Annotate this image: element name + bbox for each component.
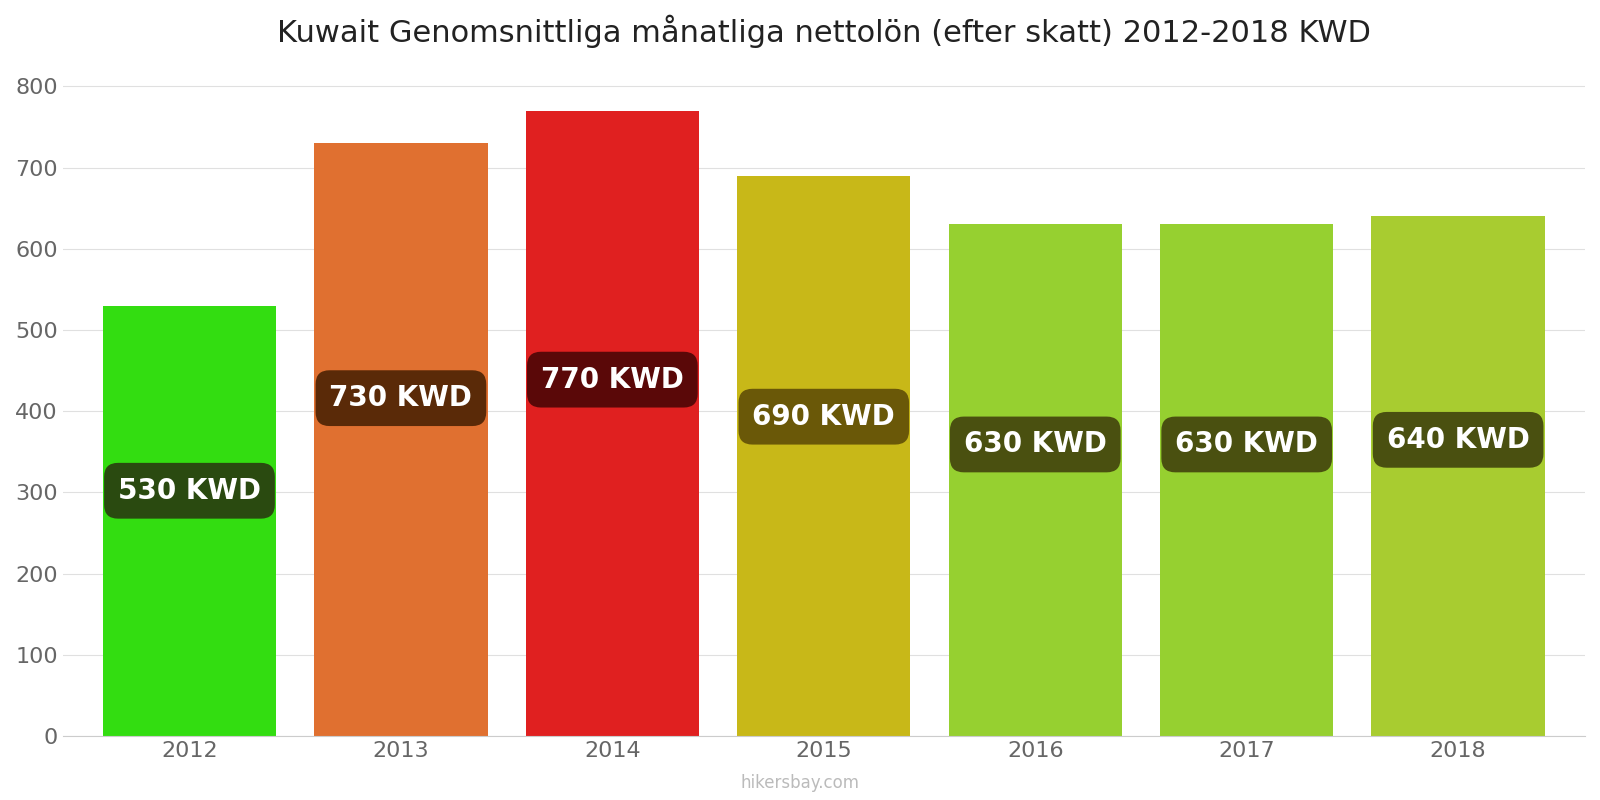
Text: 770 KWD: 770 KWD <box>541 366 683 394</box>
Title: Kuwait Genomsnittliga månatliga nettolön (efter skatt) 2012-2018 KWD: Kuwait Genomsnittliga månatliga nettolön… <box>277 15 1371 48</box>
Bar <box>1160 225 1333 736</box>
Text: 640 KWD: 640 KWD <box>1387 426 1530 454</box>
Bar <box>949 225 1122 736</box>
Text: 530 KWD: 530 KWD <box>118 477 261 505</box>
Text: 690 KWD: 690 KWD <box>752 402 894 430</box>
Bar <box>102 306 277 736</box>
Bar <box>738 176 910 736</box>
Text: 630 KWD: 630 KWD <box>963 430 1107 458</box>
Bar <box>314 143 488 736</box>
Bar <box>526 110 699 736</box>
Bar <box>1371 216 1546 736</box>
Text: hikersbay.com: hikersbay.com <box>741 774 859 792</box>
Text: 730 KWD: 730 KWD <box>330 384 472 412</box>
Text: 630 KWD: 630 KWD <box>1176 430 1318 458</box>
